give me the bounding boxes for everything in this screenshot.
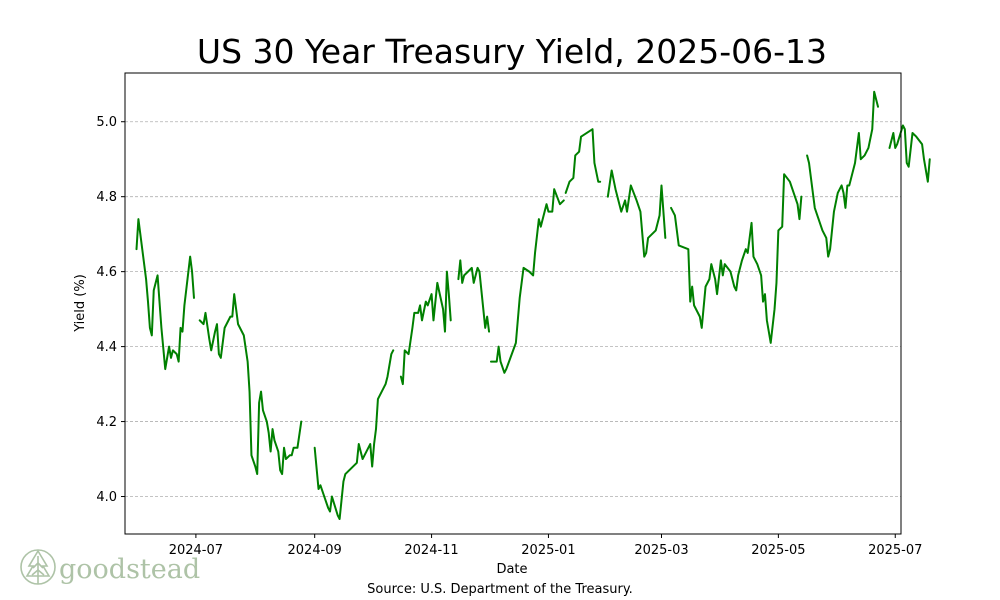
x-tick-label: 2025-03 <box>634 543 688 558</box>
x-tick-label: 2024-09 <box>288 543 342 558</box>
y-tick-label: 5.0 <box>96 115 117 130</box>
y-tick-label: 4.6 <box>96 265 117 280</box>
y-tick-label: 4.4 <box>96 340 117 355</box>
y-tick-label: 4.0 <box>96 490 117 505</box>
y-tick-label: 4.8 <box>96 190 117 205</box>
yield-line <box>135 90 931 521</box>
tree-icon <box>20 549 56 585</box>
source-note: Source: U.S. Department of the Treasury. <box>367 582 633 597</box>
grid-lines <box>125 121 901 497</box>
x-tick-label: 2025-05 <box>751 543 805 558</box>
chart-title: US 30 Year Treasury Yield, 2025-06-13 <box>197 32 827 71</box>
y-axis: 4.0 4.2 4.4 4.6 4.8 5.0 <box>96 115 125 505</box>
plot-frame <box>124 72 902 535</box>
y-tick-label: 4.2 <box>96 415 117 430</box>
logo-wordmark: goodstead <box>59 554 200 585</box>
series-group <box>135 90 931 521</box>
x-tick-label: 2024-11 <box>404 543 458 558</box>
x-tick-label: 2025-07 <box>868 543 922 558</box>
x-tick-label: 2025-01 <box>521 543 575 558</box>
x-axis-label: Date <box>496 562 527 577</box>
x-tick-label: 2024-07 <box>169 543 223 558</box>
goodstead-logo: goodstead <box>20 549 200 585</box>
x-axis: 2024-07 2024-09 2024-11 2025-01 2025-03 2025-… <box>169 534 922 558</box>
y-axis-label: Yield (%) <box>73 274 88 333</box>
